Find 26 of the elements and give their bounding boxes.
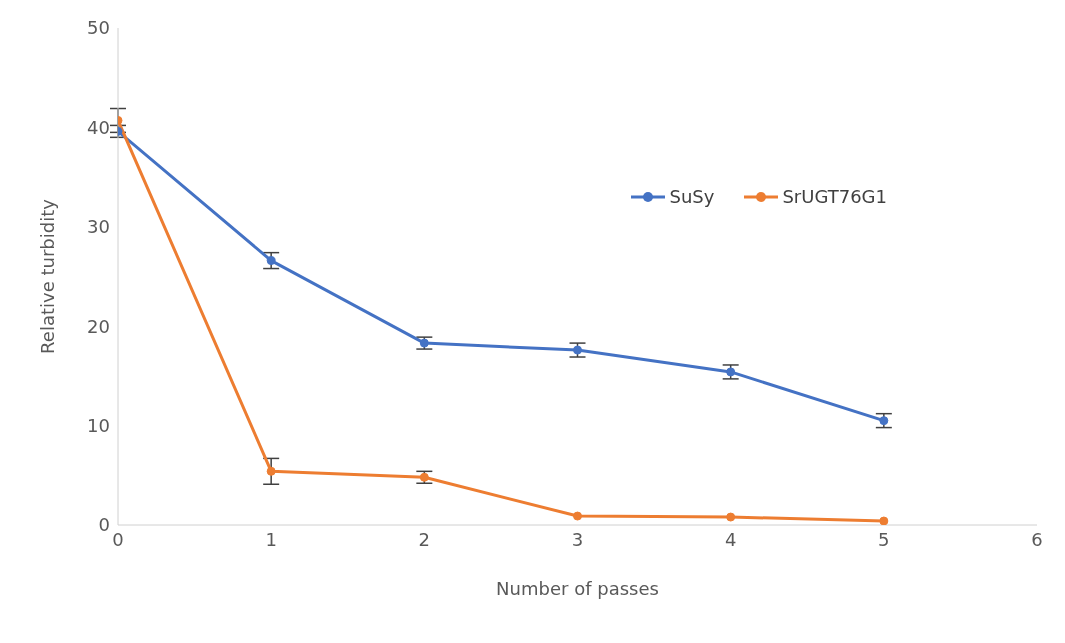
legend-label: SrUGT76G1 (781, 186, 887, 207)
point (573, 511, 582, 521)
y-axis-title: Relative turbidity (37, 198, 59, 354)
x-tick-label: 6 (1031, 528, 1043, 550)
y-tick-label: 30 (87, 216, 110, 238)
y-tick-label: 10 (87, 414, 110, 436)
x-tick-label: 3 (571, 528, 584, 550)
point (266, 256, 276, 266)
x-tick-label: 4 (724, 528, 737, 550)
point (726, 367, 736, 377)
point (726, 512, 736, 522)
x-tick-label: 0 (112, 528, 124, 550)
point (879, 516, 889, 525)
y-tick-label: 40 (87, 116, 110, 138)
point (266, 466, 276, 476)
x-tick-label: 2 (418, 528, 431, 550)
x-axis-title: Number of passes (496, 578, 659, 599)
y-tick-label: 50 (87, 17, 110, 39)
y-tick-label: 20 (87, 315, 110, 337)
legend-label: SuSy (668, 186, 715, 207)
x-tick-label: 1 (265, 528, 277, 550)
y-tick-label: 0 (98, 514, 110, 536)
point (419, 472, 429, 482)
point (879, 416, 889, 426)
x-tick-label: 5 (878, 528, 890, 550)
point (419, 338, 429, 348)
